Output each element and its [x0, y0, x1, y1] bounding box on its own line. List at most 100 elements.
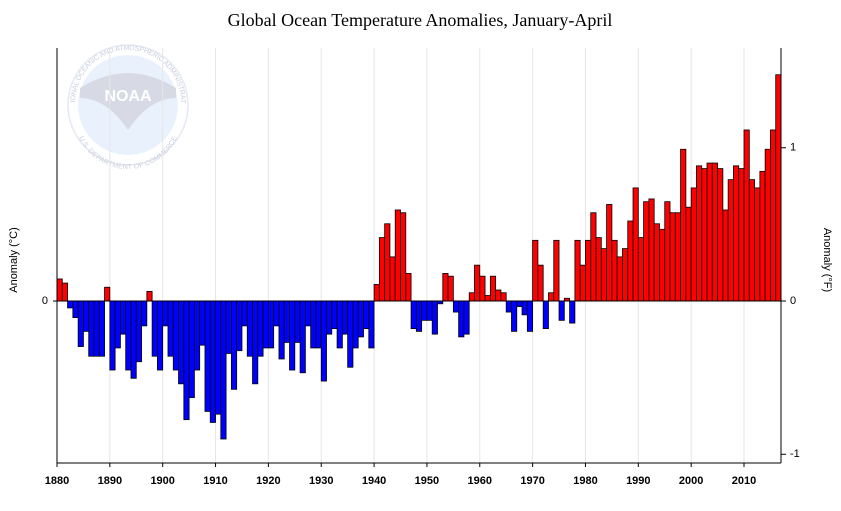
- bar: [585, 239, 592, 302]
- bar: [389, 256, 396, 302]
- y2-tick-label: 1: [790, 142, 796, 154]
- bar: [72, 300, 79, 318]
- bar: [701, 168, 708, 302]
- bar: [209, 300, 216, 423]
- bar: [696, 165, 703, 302]
- x-tick-label: 1880: [45, 475, 69, 487]
- bar: [357, 300, 364, 338]
- bar: [669, 212, 676, 302]
- bar: [241, 300, 248, 327]
- x-tick-label: 1960: [468, 475, 492, 487]
- bar: [405, 273, 412, 302]
- bar: [431, 300, 438, 335]
- bar: [606, 204, 613, 302]
- bar: [722, 209, 729, 302]
- bar: [622, 248, 629, 302]
- bar: [532, 239, 539, 302]
- y2-axis-label: Anomaly (°F): [821, 228, 833, 292]
- bar: [267, 300, 275, 349]
- bar: [474, 264, 481, 302]
- bar: [717, 168, 724, 302]
- x-tick-label: 1910: [203, 475, 227, 487]
- bar: [304, 300, 312, 327]
- x-tick-label: 1950: [415, 475, 439, 487]
- bar: [775, 74, 782, 302]
- bar: [505, 300, 512, 313]
- x-tick-label: 1980: [573, 475, 597, 487]
- bar: [479, 275, 486, 302]
- x-tick-label: 1920: [256, 475, 280, 487]
- bar: [526, 300, 534, 332]
- bar: [754, 187, 761, 302]
- bar: [257, 300, 264, 357]
- bar: [172, 300, 179, 371]
- bar: [141, 300, 148, 327]
- bar: [452, 300, 460, 313]
- bar: [315, 300, 322, 349]
- bar: [706, 162, 713, 302]
- bar: [278, 300, 285, 360]
- bar: [378, 237, 386, 302]
- bar: [394, 209, 401, 302]
- bar: [468, 292, 475, 302]
- bar: [648, 198, 655, 302]
- bar: [616, 256, 623, 302]
- x-tick-label: 1970: [520, 475, 544, 487]
- bar: [458, 300, 465, 338]
- bar: [733, 165, 740, 302]
- chart-title: Global Ocean Temperature Anomalies, Janu…: [228, 10, 613, 30]
- bar: [442, 273, 449, 302]
- y2-tick-label: 0: [790, 295, 796, 307]
- bar: [294, 300, 301, 343]
- bar: [368, 300, 375, 349]
- bar: [426, 300, 433, 321]
- bar: [67, 300, 74, 309]
- bar: [336, 300, 343, 349]
- bar: [125, 300, 132, 371]
- x-tick-label: 1940: [362, 475, 386, 487]
- bar: [98, 300, 105, 357]
- bar: [252, 300, 259, 385]
- bar: [146, 290, 153, 302]
- bar: [595, 237, 602, 302]
- bar: [770, 129, 777, 302]
- bar: [151, 300, 158, 357]
- bar: [516, 300, 523, 307]
- bar: [484, 295, 491, 302]
- bar: [743, 129, 750, 302]
- bar: [511, 300, 518, 332]
- bar: [542, 300, 549, 330]
- bar: [447, 275, 454, 302]
- bar: [685, 206, 692, 302]
- bar: [215, 300, 222, 415]
- y2-tick-label: -1: [790, 448, 800, 460]
- bar: [400, 212, 407, 302]
- bar: [199, 300, 206, 346]
- bar: [188, 300, 195, 399]
- bar: [627, 220, 634, 302]
- bar: [220, 300, 227, 440]
- bar: [759, 170, 766, 302]
- bar: [674, 212, 681, 302]
- bar: [289, 300, 296, 371]
- x-tick-label: 2010: [732, 475, 756, 487]
- bar: [178, 300, 185, 385]
- bar: [579, 264, 586, 302]
- bar: [130, 300, 137, 379]
- bar: [230, 300, 238, 390]
- bar: [135, 300, 142, 363]
- bar: [56, 278, 63, 302]
- bar: [764, 148, 771, 302]
- logo-bird: [80, 73, 176, 130]
- x-tick-label: 1930: [309, 475, 333, 487]
- bar: [157, 300, 164, 371]
- x-tick-label: 1990: [626, 475, 650, 487]
- bar: [299, 300, 306, 374]
- x-tick-label: 1890: [98, 475, 122, 487]
- bar: [162, 300, 169, 327]
- bar: [653, 223, 660, 302]
- y-axis-label: Anomaly (°C): [8, 227, 20, 293]
- bar: [384, 223, 391, 302]
- bar: [558, 300, 565, 321]
- bar: [114, 300, 121, 349]
